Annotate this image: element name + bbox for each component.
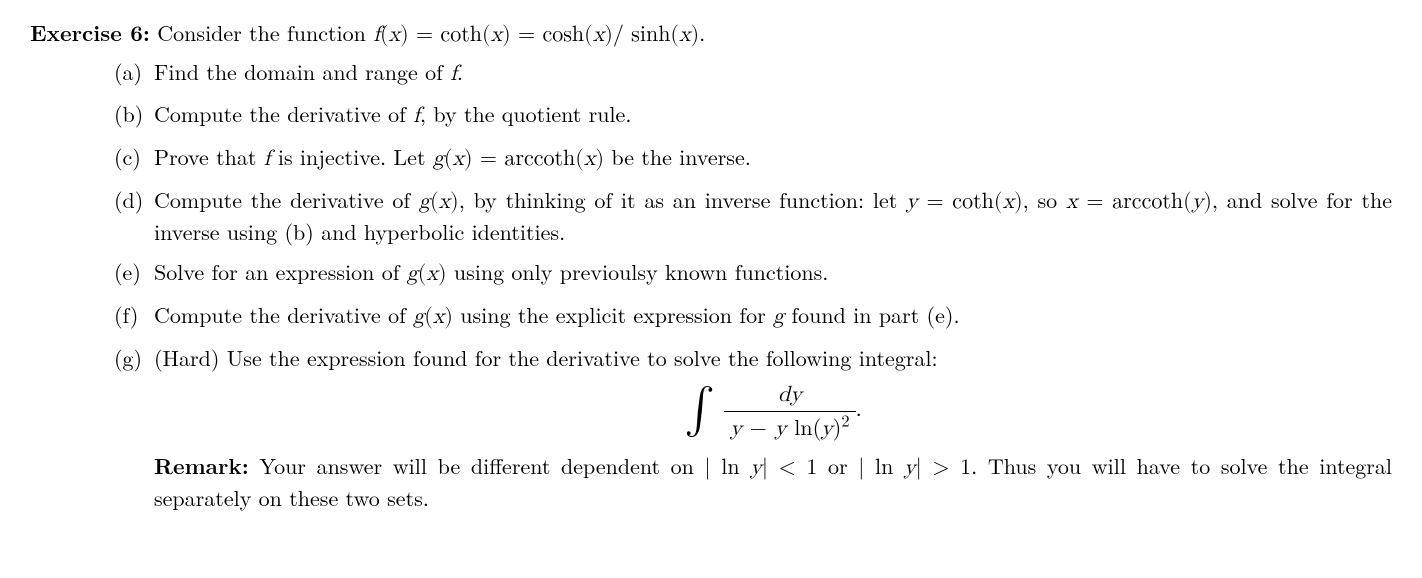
page: Exercise 6: Consider the function f(x) =… (0, 0, 1422, 547)
item-d: (d) Compute the derivative of g(x), by t… (114, 185, 1392, 247)
exercise-intro-prefix: Consider the function (150, 17, 373, 48)
text: . (457, 56, 463, 87)
math-f: f (264, 148, 271, 170)
display-integral: ∫ dy y − y ln(y)2 . (154, 378, 1392, 444)
item-label: (g) (114, 343, 154, 513)
item-e: (e) Solve for an expression of g(x) usin… (114, 257, 1392, 290)
item-label: (a) (114, 57, 154, 90)
item-body: (Hard) Use the expression found for the … (154, 343, 1392, 513)
text: be the inverse. (604, 141, 751, 172)
integral-symbol-icon: ∫ (684, 386, 715, 432)
math-gx: g(x) (413, 306, 453, 328)
item-label: (d) (114, 185, 154, 247)
text: , so (1023, 184, 1066, 215)
exercise-list: (a) Find the domain and range of f. (b) … (30, 57, 1392, 513)
item-c: (c) Prove that f is injective. Let g(x) … (114, 142, 1392, 175)
exercise-intro-math: f(x) = coth(x) = cosh(x)/ sinh(x) (373, 24, 699, 46)
exercise-number: Exercise 6: (30, 17, 150, 48)
remark-label: Remark: (154, 450, 249, 481)
math-gx: g(x) (419, 191, 459, 213)
text: Find the domain and range of (154, 56, 450, 87)
text: (Hard) Use the expression found for the … (154, 342, 938, 373)
text: is injective. Let (271, 141, 433, 172)
text: Compute the derivative of (154, 98, 413, 129)
exercise-heading: Exercise 6: Consider the function f(x) =… (30, 18, 1392, 51)
text: Prove that (154, 141, 264, 172)
text: Compute the derivative of (154, 184, 419, 215)
text: Compute the derivative of (154, 299, 413, 330)
math-g: g (773, 306, 784, 328)
math-y-coth: y = coth(x) (906, 191, 1023, 213)
remark: Remark: Your answer will be different de… (154, 451, 1392, 513)
text: , by thinking of it as an inverse functi… (459, 184, 906, 215)
exercise-intro-suffix: . (699, 17, 705, 48)
math-f: f (413, 105, 420, 127)
math-f: f (450, 63, 457, 85)
item-a: (a) Find the domain and range of f. (114, 57, 1392, 90)
item-body: Prove that f is injective. Let g(x) = ar… (154, 142, 1392, 175)
text: found in part (e). (784, 299, 960, 330)
item-g: (g) (Hard) Use the expression found for … (114, 343, 1392, 513)
display-trailing: . (856, 392, 862, 423)
item-label: (b) (114, 99, 154, 132)
text: , by the quotient rule. (420, 98, 632, 129)
item-body: Compute the derivative of g(x) using the… (154, 300, 1392, 333)
text: using the explicit expression for (453, 299, 773, 330)
fraction-denominator: y − y ln(y)2 (724, 411, 855, 445)
remark-mid: or (817, 450, 858, 481)
item-label: (e) (114, 257, 154, 290)
item-body: Compute the derivative of g(x), by think… (154, 185, 1392, 247)
fraction: dy y − y ln(y)2 (724, 378, 855, 444)
item-b: (b) Compute the derivative of f, by the … (114, 99, 1392, 132)
item-body: Solve for an expression of g(x) using on… (154, 257, 1392, 290)
math-gx: g(x) (407, 263, 447, 285)
text: Solve for an expression of (154, 256, 407, 287)
item-label: (f) (114, 300, 154, 333)
math-g-def: g(x) = arccoth(x) (433, 148, 604, 170)
text: using only previoulsy known functions. (447, 256, 829, 287)
remark-cond2: | ln y| > 1 (858, 457, 971, 479)
item-f: (f) Compute the derivative of g(x) using… (114, 300, 1392, 333)
remark-text: Your answer will be different dependent … (249, 450, 705, 481)
fraction-numerator: dy (724, 378, 855, 411)
item-body: Compute the derivative of f, by the quot… (154, 99, 1392, 132)
math-x-arccoth: x = arccoth(y) (1066, 191, 1212, 213)
item-label: (c) (114, 142, 154, 175)
remark-cond1: | ln y| < 1 (705, 457, 818, 479)
item-body: Find the domain and range of f. (154, 57, 1392, 90)
